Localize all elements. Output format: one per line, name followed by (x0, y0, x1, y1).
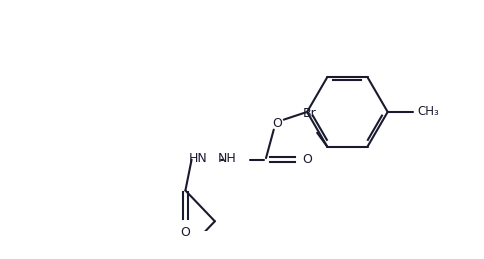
Text: O: O (302, 153, 311, 166)
Text: O: O (180, 226, 190, 239)
Text: CH₃: CH₃ (416, 105, 438, 118)
Text: HN: HN (188, 152, 207, 165)
Text: O: O (272, 117, 282, 130)
Text: Br: Br (302, 107, 316, 120)
Text: NH: NH (217, 152, 236, 165)
